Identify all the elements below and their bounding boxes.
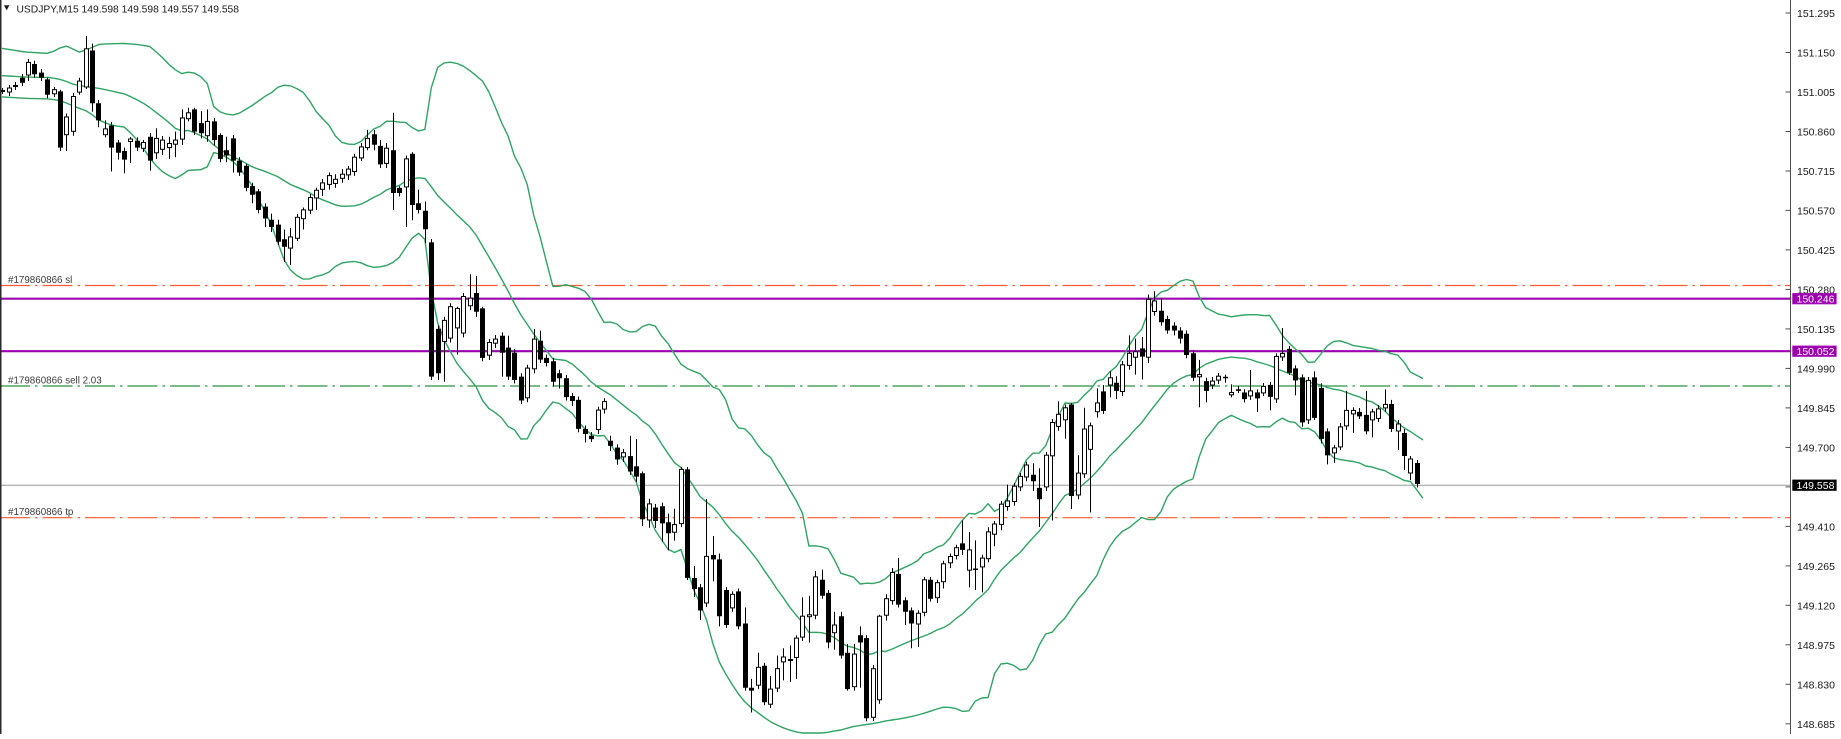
svg-text:150.715: 150.715 xyxy=(1797,166,1835,178)
svg-text:148.975: 148.975 xyxy=(1797,640,1835,652)
svg-text:149.700: 149.700 xyxy=(1797,442,1835,454)
svg-text:#179860866 sl: #179860866 sl xyxy=(8,275,72,286)
svg-text:150.425: 150.425 xyxy=(1797,245,1835,257)
svg-text:150.570: 150.570 xyxy=(1797,205,1835,217)
svg-text:150.135: 150.135 xyxy=(1797,324,1835,336)
svg-text:149.410: 149.410 xyxy=(1797,521,1835,533)
svg-text:149.265: 149.265 xyxy=(1797,561,1835,573)
svg-text:151.295: 151.295 xyxy=(1797,8,1835,20)
svg-text:150.052: 150.052 xyxy=(1797,346,1835,358)
svg-text:151.150: 151.150 xyxy=(1797,48,1835,60)
svg-text:149.120: 149.120 xyxy=(1797,600,1835,612)
svg-text:149.845: 149.845 xyxy=(1797,403,1835,415)
svg-text:#179860866 tp: #179860866 tp xyxy=(8,507,74,518)
svg-text:149.990: 149.990 xyxy=(1797,363,1835,375)
svg-text:150.246: 150.246 xyxy=(1797,294,1835,306)
svg-text:149.558: 149.558 xyxy=(1797,480,1835,492)
svg-text:148.685: 148.685 xyxy=(1797,719,1835,731)
svg-text:148.830: 148.830 xyxy=(1797,679,1835,691)
svg-text:151.005: 151.005 xyxy=(1797,87,1835,99)
svg-text:USDJPY,M15 149.598 149.598 14: USDJPY,M15 149.598 149.598 149.557 149.5… xyxy=(17,5,240,16)
svg-text:150.860: 150.860 xyxy=(1797,127,1835,139)
svg-text:#179860866 sell 2.03: #179860866 sell 2.03 xyxy=(8,376,102,387)
